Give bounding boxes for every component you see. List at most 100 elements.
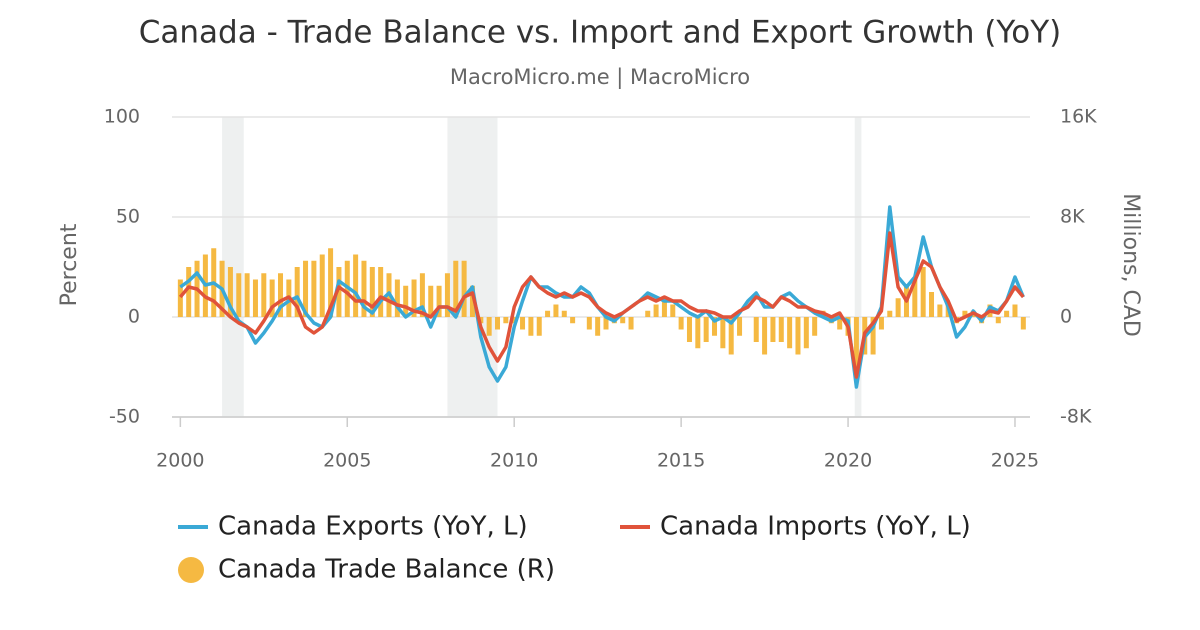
y2-tick-label: -8K bbox=[1060, 406, 1092, 428]
balance-bar bbox=[878, 317, 884, 330]
legend-label: Canada Imports (YoY, L) bbox=[660, 512, 971, 542]
balance-bar bbox=[252, 279, 258, 317]
balance-bar bbox=[419, 273, 425, 317]
balance-bar bbox=[803, 317, 809, 349]
y-tick-label: 100 bbox=[104, 106, 140, 128]
x-tick-label: 2020 bbox=[824, 450, 872, 472]
balance-bar bbox=[720, 317, 726, 349]
chart-title: Canada - Trade Balance vs. Import and Ex… bbox=[139, 15, 1062, 51]
balance-bar bbox=[303, 260, 309, 317]
x-tick-label: 2015 bbox=[657, 450, 705, 472]
balance-bar bbox=[895, 298, 901, 317]
balance-bar bbox=[444, 273, 450, 317]
balance-bar bbox=[503, 317, 509, 324]
balance-bar bbox=[1004, 310, 1010, 317]
balance-bar bbox=[469, 285, 475, 317]
balance-bar bbox=[887, 310, 893, 317]
series-line bbox=[178, 231, 1025, 379]
balance-bar bbox=[328, 248, 334, 317]
y-tick-label: -50 bbox=[109, 406, 140, 428]
balance-bar bbox=[762, 317, 768, 355]
x-tick-label: 2005 bbox=[323, 450, 371, 472]
balance-bar bbox=[177, 279, 183, 317]
balance-bar bbox=[586, 317, 592, 330]
x-tick-label: 2025 bbox=[991, 450, 1039, 472]
balance-bar bbox=[753, 317, 759, 342]
balance-bar bbox=[912, 279, 918, 317]
balance-bar bbox=[528, 317, 534, 336]
balance-bar bbox=[486, 317, 492, 336]
balance-bar bbox=[995, 317, 1001, 324]
balance-bar bbox=[661, 298, 667, 317]
balance-bar bbox=[261, 273, 267, 317]
balance-bar bbox=[511, 317, 517, 324]
balance-bar bbox=[236, 273, 242, 317]
balance-bar bbox=[186, 267, 192, 317]
balance-bar bbox=[670, 304, 676, 317]
balance-bar bbox=[545, 310, 551, 317]
balance-bar bbox=[336, 267, 342, 317]
balance-bar bbox=[570, 317, 576, 324]
y-tick-label: 50 bbox=[116, 206, 140, 228]
balance-bar bbox=[244, 273, 250, 317]
balance-bar bbox=[495, 317, 501, 330]
balance-bar bbox=[920, 267, 926, 317]
balance-bar bbox=[653, 304, 659, 317]
balance-bar bbox=[937, 304, 943, 317]
legend-label: Canada Exports (YoY, L) bbox=[218, 512, 528, 542]
balance-bar bbox=[678, 317, 684, 330]
chart-subtitle: MacroMicro.me | MacroMicro bbox=[450, 65, 750, 90]
balance-bar bbox=[778, 317, 784, 342]
balance-bar bbox=[294, 267, 300, 317]
balance-bar bbox=[595, 317, 601, 336]
y2-tick-label: 16K bbox=[1060, 106, 1097, 128]
x-tick-label: 2010 bbox=[490, 450, 538, 472]
balance-bar bbox=[353, 254, 359, 317]
balance-bar bbox=[1020, 317, 1026, 330]
y2-axis-label: Millions, CAD bbox=[1118, 193, 1143, 337]
balance-bar bbox=[561, 310, 567, 317]
balance-bar bbox=[361, 260, 367, 317]
balance-bar bbox=[403, 285, 409, 317]
y2-tick-label: 8K bbox=[1060, 206, 1085, 228]
balance-bar bbox=[378, 267, 384, 317]
balance-bar bbox=[311, 260, 317, 317]
y-axis-label: Percent bbox=[57, 223, 82, 306]
balance-bar bbox=[812, 317, 818, 336]
balance-bar bbox=[453, 260, 459, 317]
balance-bar bbox=[728, 317, 734, 355]
balance-bar bbox=[962, 310, 968, 317]
balance-bar bbox=[520, 317, 526, 330]
balance-bar bbox=[787, 317, 793, 349]
y2-tick-label: 0 bbox=[1060, 306, 1072, 328]
balance-bar bbox=[428, 285, 434, 317]
balance-bar bbox=[319, 254, 325, 317]
legend-label: Canada Trade Balance (R) bbox=[218, 555, 555, 585]
balance-bar bbox=[277, 273, 284, 317]
balance-bar bbox=[686, 317, 692, 342]
balance-bar bbox=[269, 279, 275, 317]
balance-bar bbox=[1012, 304, 1018, 317]
balance-bar bbox=[628, 317, 634, 330]
balance-bar bbox=[436, 285, 442, 317]
balance-bar bbox=[695, 317, 701, 349]
balance-bar bbox=[795, 317, 801, 355]
balance-bar bbox=[411, 279, 417, 317]
balance-bar bbox=[712, 317, 718, 336]
balance-bar bbox=[227, 267, 233, 317]
balance-bar bbox=[553, 304, 559, 317]
balance-bar bbox=[929, 292, 935, 317]
balance-bar bbox=[770, 317, 776, 342]
balance-bar bbox=[620, 317, 626, 324]
balance-bar bbox=[703, 317, 709, 342]
balance-bar bbox=[461, 260, 467, 317]
x-tick-label: 2000 bbox=[156, 450, 204, 472]
legend-swatch bbox=[178, 557, 204, 583]
balance-bar bbox=[853, 317, 859, 367]
balance-bar bbox=[536, 317, 542, 336]
balance-bar bbox=[645, 310, 651, 317]
y-tick-label: 0 bbox=[128, 306, 140, 328]
balance-bar bbox=[394, 279, 400, 317]
balance-bar bbox=[837, 317, 843, 330]
